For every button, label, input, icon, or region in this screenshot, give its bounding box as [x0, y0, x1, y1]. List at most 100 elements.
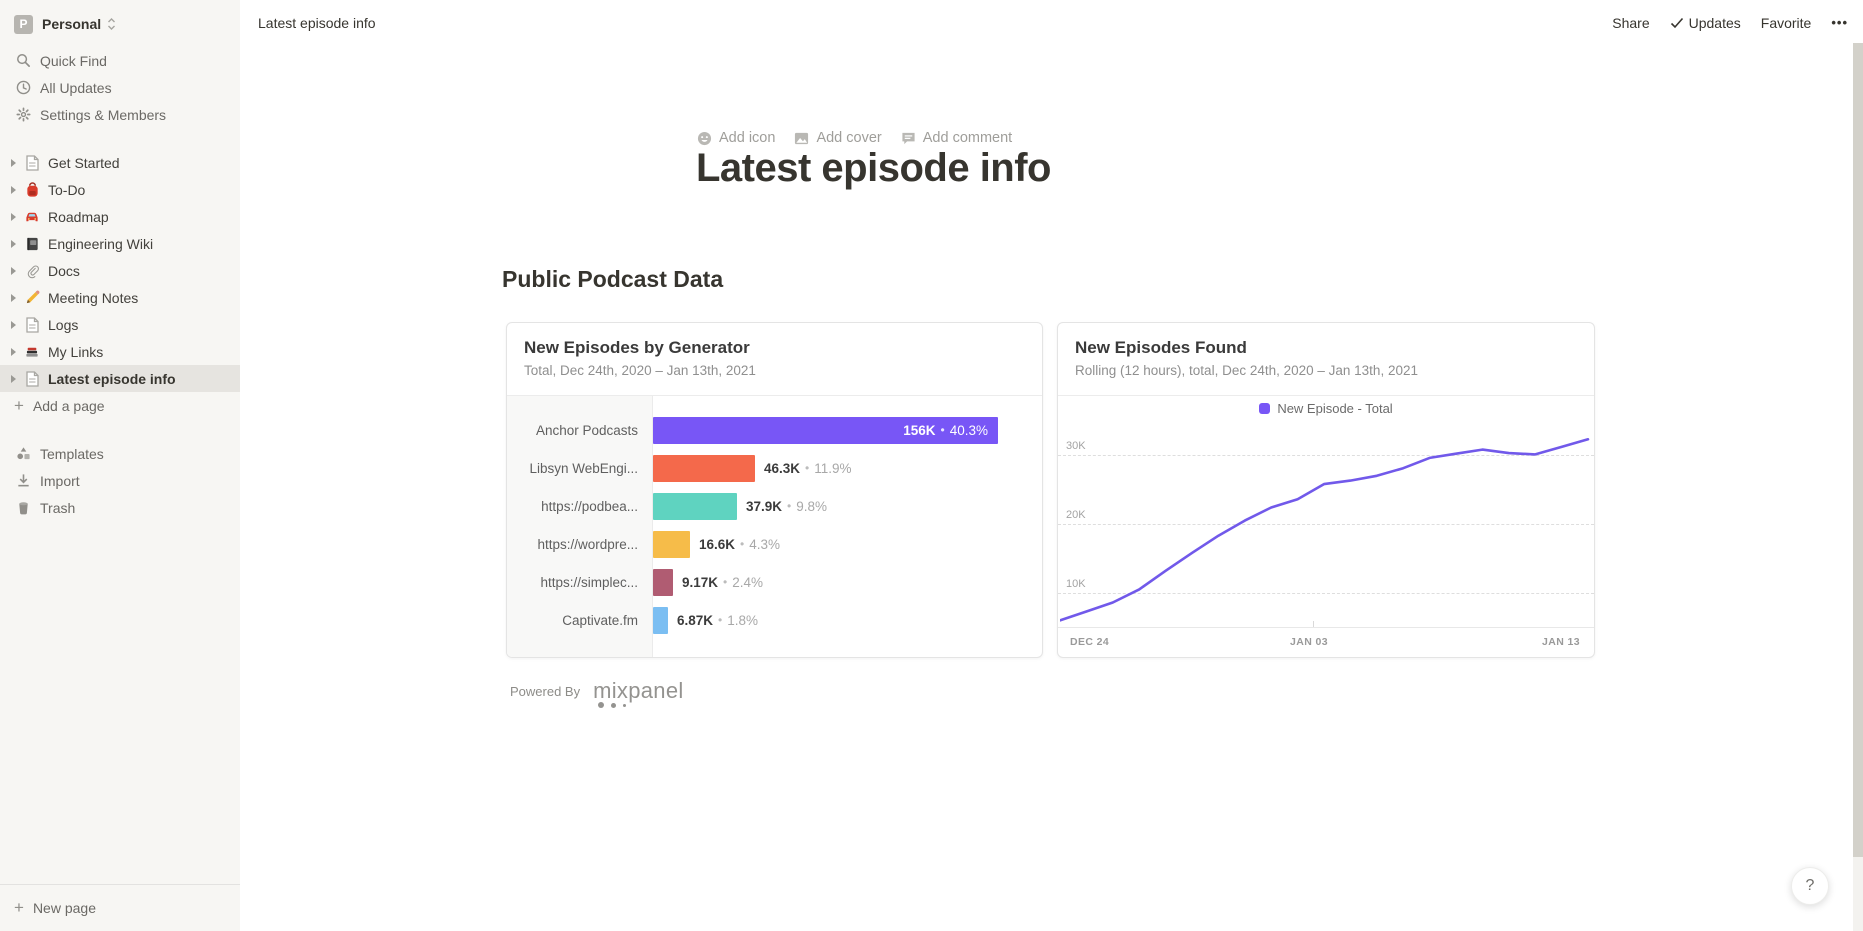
plus-icon: +	[14, 898, 24, 917]
trash-icon	[14, 499, 32, 517]
bar-chart-title: New Episodes by Generator	[524, 338, 750, 357]
toggle-arrow-icon[interactable]	[11, 158, 16, 167]
bar-value-label: 9.17K • 2.4%	[682, 574, 764, 590]
sidebar-top-group: Quick Find All Updates Settings & Members	[0, 47, 240, 128]
powered-by-mixpanel-link[interactable]: Powered By mixpanel	[510, 678, 684, 708]
updates-button[interactable]: Updates	[1670, 15, 1741, 31]
new-page-button[interactable]: + New page	[0, 884, 240, 931]
gridline	[1058, 592, 1594, 594]
add-cover-button[interactable]: Add cover	[794, 130, 882, 146]
bar-track[interactable]: 156K • 40.3%	[653, 416, 1042, 444]
bar-value-label: 156K • 40.3%	[903, 422, 988, 438]
bar-track[interactable]: 6.87K • 1.8%	[653, 606, 1042, 634]
x-axis-tick	[1313, 621, 1314, 627]
notebook-icon	[23, 235, 41, 253]
x-axis-tick-label: DEC 24	[1070, 636, 1110, 648]
line-series	[1060, 437, 1590, 622]
toggle-arrow-icon[interactable]	[11, 320, 16, 329]
bar[interactable]	[653, 606, 668, 634]
page-item-label: Latest episode info	[48, 370, 176, 387]
topbar-actions: Share Updates Favorite •••	[1612, 0, 1848, 45]
sidebar-item-get-started[interactable]: Get Started	[0, 149, 240, 176]
sidebar-item-latest-episode-info[interactable]: Latest episode info	[0, 365, 240, 392]
sidebar-item-my-links[interactable]: My Links	[0, 338, 240, 365]
new-page-label: New page	[32, 900, 96, 916]
sidebar-item-meeting-notes[interactable]: Meeting Notes	[0, 284, 240, 311]
section-heading[interactable]: Public Podcast Data	[502, 266, 724, 292]
toggle-arrow-icon[interactable]	[11, 185, 16, 194]
breadcrumb[interactable]: Latest episode info	[258, 14, 376, 31]
bar-track[interactable]: 46.3K • 11.9%	[653, 454, 1042, 482]
chevron-updown-icon	[107, 17, 116, 31]
bar[interactable]: 156K • 40.3%	[653, 416, 998, 444]
sidebar-item-trash[interactable]: Trash	[0, 494, 240, 521]
sidebar-item-settings-members[interactable]: Settings & Members	[0, 101, 240, 128]
legend-swatch	[1259, 402, 1271, 414]
bar-chart-label-column	[507, 396, 653, 657]
sidebar-item-import[interactable]: Import	[0, 467, 240, 494]
search-icon	[14, 52, 32, 70]
bar-value-label: 37.9K • 9.8%	[746, 498, 828, 514]
scrollbar-thumb[interactable]	[1853, 43, 1863, 857]
page-icon	[23, 154, 41, 172]
bar-category-label: https://wordpre...	[537, 536, 638, 552]
page-item-label: Get Started	[48, 154, 120, 171]
smiley-icon	[697, 131, 712, 146]
bar-track[interactable]: 37.9K • 9.8%	[653, 492, 1042, 520]
add-icon-button[interactable]: Add icon	[697, 130, 775, 146]
comment-icon	[901, 131, 916, 146]
sidebar-item-roadmap[interactable]: Roadmap	[0, 203, 240, 230]
bar-chart-row: https://wordpre... 16.6K • 4.3%	[507, 525, 1042, 563]
sidebar-item-logs[interactable]: Logs	[0, 311, 240, 338]
bar-chart-row: Anchor Podcasts 156K • 40.3%	[507, 411, 1042, 449]
sidebar-item-templates[interactable]: Templates	[0, 440, 240, 467]
line-chart-plot[interactable]: 30K 20K 10K	[1058, 420, 1594, 628]
page-item-label: Engineering Wiki	[48, 235, 154, 252]
topbar: Latest episode info Share Updates Favori…	[240, 0, 1863, 45]
sidebar-item-label: All Updates	[40, 79, 112, 96]
check-icon	[1670, 17, 1684, 29]
sidebar-item-engineering-wiki[interactable]: Engineering Wiki	[0, 230, 240, 257]
bar-track[interactable]: 9.17K • 2.4%	[653, 568, 1042, 596]
line-chart-x-axis: DEC 24 JAN 03 JAN 13	[1058, 628, 1594, 657]
bar-chart-plot[interactable]: Anchor Podcasts 156K • 40.3% Libsyn WebEngi.…	[507, 396, 1042, 657]
plus-icon: +	[14, 395, 24, 415]
workspace-switcher[interactable]: P Personal	[0, 0, 240, 38]
sidebar-pages-list: Get Started To-Do Roadmap Engineering Wiki D…	[0, 149, 240, 392]
gear-icon	[14, 106, 32, 124]
y-axis-tick-label: 20K	[1066, 509, 1086, 521]
toggle-arrow-icon[interactable]	[11, 347, 16, 356]
toggle-arrow-icon[interactable]	[11, 212, 16, 221]
bar[interactable]	[653, 568, 673, 596]
add-comment-button[interactable]: Add comment	[901, 130, 1012, 146]
car-icon	[23, 208, 41, 226]
toggle-arrow-icon[interactable]	[11, 374, 16, 383]
y-axis-tick-label: 30K	[1066, 440, 1086, 453]
page-item-label: To-Do	[48, 181, 86, 198]
toggle-arrow-icon[interactable]	[11, 293, 16, 302]
sidebar-item-all-updates[interactable]: All Updates	[0, 74, 240, 101]
bar[interactable]	[653, 492, 737, 520]
add-a-page-button[interactable]: + Add a page	[0, 392, 240, 419]
powered-by-label: Powered By	[510, 684, 581, 699]
sidebar-item-label: Templates	[40, 445, 104, 462]
line-chart-legend: New Episode - Total	[1058, 396, 1594, 420]
bar[interactable]	[653, 454, 755, 482]
toggle-arrow-icon[interactable]	[11, 266, 16, 275]
more-options-button[interactable]: •••	[1831, 15, 1848, 30]
page-title[interactable]: Latest episode info	[696, 146, 1052, 190]
paperclip-icon	[23, 262, 41, 280]
help-button[interactable]: ?	[1791, 867, 1829, 905]
share-button[interactable]: Share	[1612, 14, 1650, 31]
bar-chart-card[interactable]: New Episodes by Generator Total, Dec 24t…	[506, 322, 1043, 658]
favorite-button[interactable]: Favorite	[1760, 14, 1812, 31]
bar[interactable]	[653, 530, 690, 558]
sidebar-item-quick-find[interactable]: Quick Find	[0, 47, 240, 74]
bar-chart-subtitle: Total, Dec 24th, 2020 – Jan 13th, 2021	[524, 363, 756, 378]
sidebar-item-docs[interactable]: Docs	[0, 257, 240, 284]
bar-track[interactable]: 16.6K • 4.3%	[653, 530, 1042, 558]
sidebar-item-to-do[interactable]: To-Do	[0, 176, 240, 203]
toggle-arrow-icon[interactable]	[11, 239, 16, 248]
bar-category-label: Captivate.fm	[562, 612, 638, 628]
line-chart-card[interactable]: New Episodes Found Rolling (12 hours), t…	[1057, 322, 1595, 658]
